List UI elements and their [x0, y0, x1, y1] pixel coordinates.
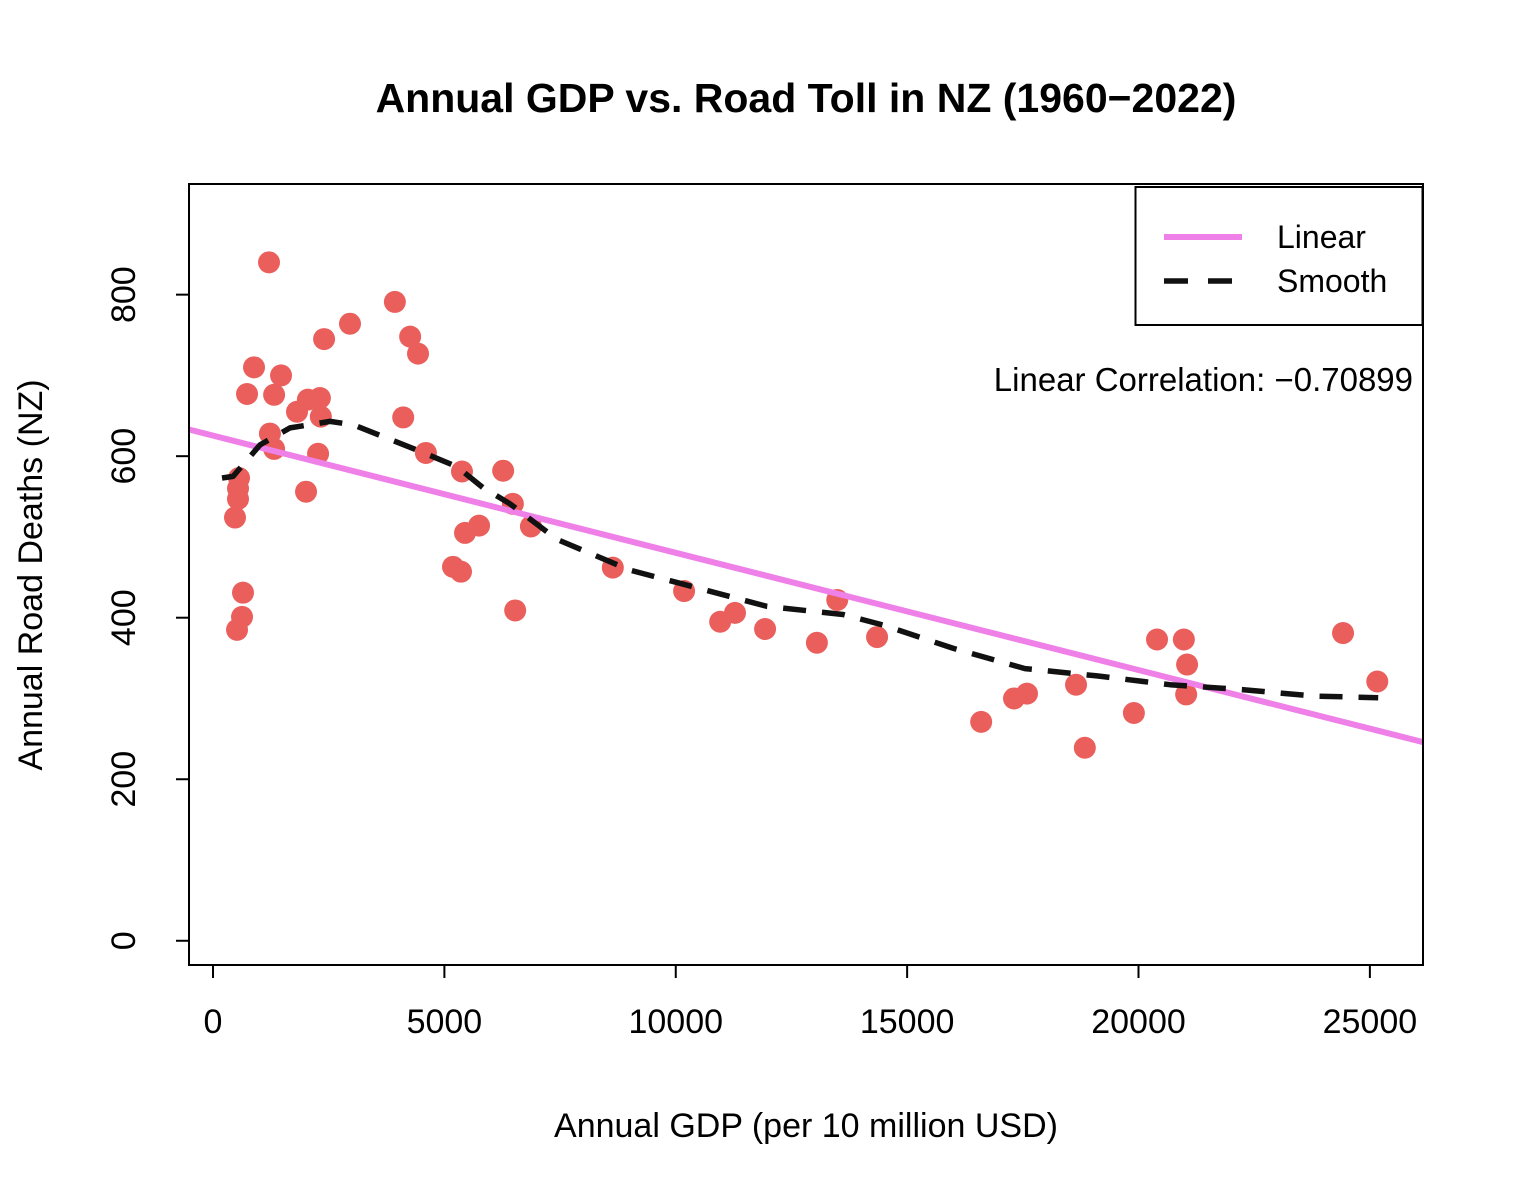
- smooth-fit-line: [221, 418, 1379, 701]
- data-point: [414, 441, 437, 464]
- x-axis-title: Annual GDP (per 10 million USD): [554, 1107, 1058, 1145]
- data-point: [1122, 702, 1145, 725]
- data-point: [286, 400, 309, 423]
- data-point: [313, 328, 336, 351]
- data-point: [263, 383, 286, 406]
- y-tick-label: 800: [105, 266, 143, 323]
- legend-box: [1134, 186, 1424, 326]
- data-point: [223, 506, 246, 529]
- data-point: [407, 342, 430, 365]
- data-point: [866, 626, 889, 649]
- plot-border: [188, 183, 1424, 966]
- data-point: [1175, 683, 1198, 706]
- data-point: [308, 387, 331, 410]
- data-point: [270, 364, 293, 387]
- x-tick-label: 20000: [1091, 1003, 1186, 1041]
- data-point: [450, 560, 473, 583]
- data-point: [236, 382, 259, 405]
- x-tick-label: 25000: [1323, 1003, 1418, 1041]
- linear-fit-line: [188, 426, 1424, 746]
- data-point: [970, 710, 993, 733]
- data-point: [1332, 622, 1355, 645]
- data-point: [232, 581, 255, 604]
- data-point: [338, 312, 361, 335]
- data-point: [504, 599, 527, 622]
- data-point: [295, 480, 318, 503]
- legend-label-smooth: Smooth: [1277, 263, 1387, 299]
- y-tick-label: 200: [105, 751, 143, 808]
- y-tick-label: 600: [105, 428, 143, 485]
- data-point: [468, 514, 491, 537]
- x-tick-label: 10000: [628, 1003, 723, 1041]
- data-point: [1073, 736, 1096, 759]
- data-point: [392, 406, 415, 429]
- data-point: [723, 601, 746, 624]
- data-point: [1176, 653, 1199, 676]
- data-point: [754, 618, 777, 641]
- data-point: [258, 251, 281, 274]
- correlation-annotation: Linear Correlation: −0.70899: [994, 361, 1413, 398]
- data-point: [805, 631, 828, 654]
- y-tick-label: 0: [105, 931, 143, 950]
- data-point: [1015, 682, 1038, 705]
- data-point: [226, 618, 249, 641]
- legend: Linear Smooth: [1134, 186, 1424, 326]
- page-title: Annual GDP vs. Road Toll in NZ (1960−202…: [376, 75, 1237, 121]
- data-point: [1146, 628, 1169, 651]
- data-point: [1366, 670, 1389, 693]
- x-tick-label: 15000: [860, 1003, 955, 1041]
- data-point: [383, 290, 406, 313]
- x-tick-label: 0: [204, 1003, 223, 1041]
- data-point: [227, 487, 250, 510]
- y-tick-label: 400: [105, 589, 143, 646]
- data-point: [492, 459, 515, 482]
- data-point: [399, 325, 422, 348]
- data-point: [1065, 673, 1088, 696]
- x-tick-label: 5000: [407, 1003, 483, 1041]
- legend-label-linear: Linear: [1277, 219, 1366, 255]
- plot-area: 0 5000 10000 15000 20000 25000 0 200 400 600 800: [105, 183, 1424, 1041]
- y-axis-title: Annual Road Deaths (NZ): [12, 379, 50, 770]
- data-point: [243, 356, 266, 379]
- data-point: [1172, 628, 1195, 651]
